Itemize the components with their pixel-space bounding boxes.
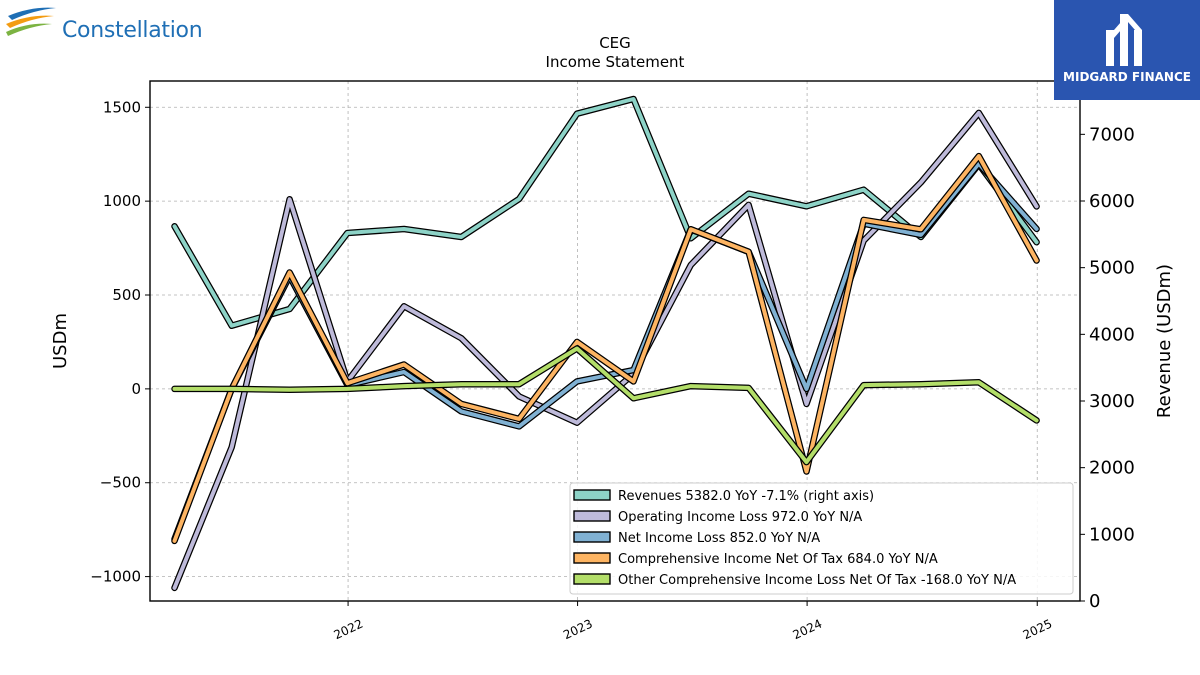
y-right-tick-label: 7000: [1089, 124, 1135, 145]
x-tick-label: 2024: [791, 617, 825, 643]
midgard-finance-logo: MIDGARD FINANCE: [1054, 0, 1200, 100]
constellation-logo-text: Constellation: [62, 18, 203, 43]
legend-swatch: [573, 573, 611, 585]
y-left-tick-label: 1000: [103, 192, 141, 210]
y-right-tick-label: 0: [1089, 591, 1100, 612]
series-layer: [171, 95, 1040, 592]
chart-subtitle: Income Statement: [546, 53, 685, 71]
y-right-tick-label: 4000: [1089, 324, 1135, 345]
y-right-tick-label: 5000: [1089, 258, 1135, 279]
legend-box: [569, 482, 1074, 595]
legend-swatch: [573, 510, 611, 522]
y-left-tick-label: −500: [100, 474, 141, 492]
y-left-tick-label: −1000: [90, 568, 141, 586]
constellation-swoosh-icon: [6, 7, 56, 36]
y-axis-right-label: Revenue (USDm): [1154, 264, 1175, 418]
legend-swatch: [573, 531, 611, 543]
x-tick-label: 2022: [332, 617, 366, 643]
y-axis-left-label: USDm: [50, 313, 71, 369]
y-right-tick-label: 1000: [1089, 524, 1135, 545]
plot-frame: [149, 80, 1081, 602]
series-line-other-comprehensive-income-loss-net-of-tax: [172, 346, 1039, 465]
x-tick-label: 2025: [1021, 617, 1055, 643]
x-tick-label: 2023: [561, 617, 595, 643]
chart-title: CEG: [599, 34, 631, 52]
constellation-logo: Constellation: [4, 4, 214, 48]
legend-label: Net Income Loss 852.0 YoY N/A: [618, 531, 820, 546]
legend-label: Operating Income Loss 972.0 YoY N/A: [618, 510, 862, 525]
legend-label: Other Comprehensive Income Loss Net Of T…: [618, 573, 1016, 588]
series-line-comprehensive-income-net-of-tax: [172, 154, 1039, 543]
legend: Revenues 5382.0 YoY -7.1% (right axis) Op…: [569, 482, 1074, 595]
y-left-tick-label: 0: [131, 380, 141, 398]
y-right-tick-label: 6000: [1089, 191, 1135, 212]
legend-swatch: [573, 552, 611, 564]
y-right-tick-label: 3000: [1089, 391, 1135, 412]
legend-label: Revenues 5382.0 YoY -7.1% (right axis): [618, 489, 874, 504]
y-right-tick-label: 2000: [1089, 458, 1135, 479]
legend-swatch: [573, 489, 611, 501]
midgard-emblem-icon: [1106, 14, 1142, 66]
midgard-finance-logo-text: MIDGARD FINANCE: [1063, 70, 1191, 84]
series-line-operating-income-loss: [172, 110, 1039, 590]
y-left-tick-label: 1500: [103, 98, 141, 116]
legend-label: Comprehensive Income Net Of Tax 684.0 Yo…: [618, 552, 938, 567]
y-left-tick-label: 500: [112, 286, 141, 304]
